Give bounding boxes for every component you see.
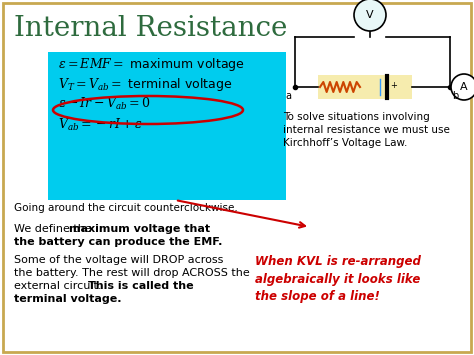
Text: We define the: We define the (14, 224, 95, 234)
Text: Some of the voltage will DROP across: Some of the voltage will DROP across (14, 255, 223, 265)
Text: terminal voltage.: terminal voltage. (14, 294, 121, 304)
Text: When KVL is re-arranged
algebraically it looks like
the slope of a line!: When KVL is re-arranged algebraically it… (255, 255, 421, 303)
Text: external circuit.: external circuit. (14, 281, 105, 291)
Text: V: V (366, 10, 374, 20)
Text: the battery can produce the EMF.: the battery can produce the EMF. (14, 237, 222, 247)
Text: b: b (452, 91, 458, 101)
Text: $V_T = V_{ab} = $ terminal voltage: $V_T = V_{ab} = $ terminal voltage (58, 76, 232, 93)
Text: A: A (460, 82, 468, 92)
Text: To solve situations involving
internal resistance we must use
Kirchhoff’s Voltag: To solve situations involving internal r… (283, 112, 450, 148)
Text: maximum voltage that: maximum voltage that (69, 224, 210, 234)
Text: $\varepsilon - Ir - V_{ab} = 0$: $\varepsilon - Ir - V_{ab} = 0$ (58, 96, 151, 112)
Bar (48, 52, 286, 200)
Text: Internal Resistance: Internal Resistance (14, 15, 287, 42)
Circle shape (354, 0, 386, 31)
Text: Going around the circuit counterclockwise.: Going around the circuit counterclockwis… (14, 203, 238, 213)
Bar (318, 75, 412, 99)
FancyBboxPatch shape (3, 3, 471, 352)
Text: +: + (390, 81, 397, 89)
Text: the battery. The rest will drop ACROSS the: the battery. The rest will drop ACROSS t… (14, 268, 250, 278)
Text: a: a (285, 91, 291, 101)
Text: $V_{ab} = -rI + \varepsilon$: $V_{ab} = -rI + \varepsilon$ (58, 117, 143, 133)
Text: This is called the: This is called the (88, 281, 193, 291)
Circle shape (451, 74, 474, 100)
Text: $\varepsilon = \mathit{EMF} = $ maximum voltage: $\varepsilon = \mathit{EMF} = $ maximum … (58, 56, 245, 73)
